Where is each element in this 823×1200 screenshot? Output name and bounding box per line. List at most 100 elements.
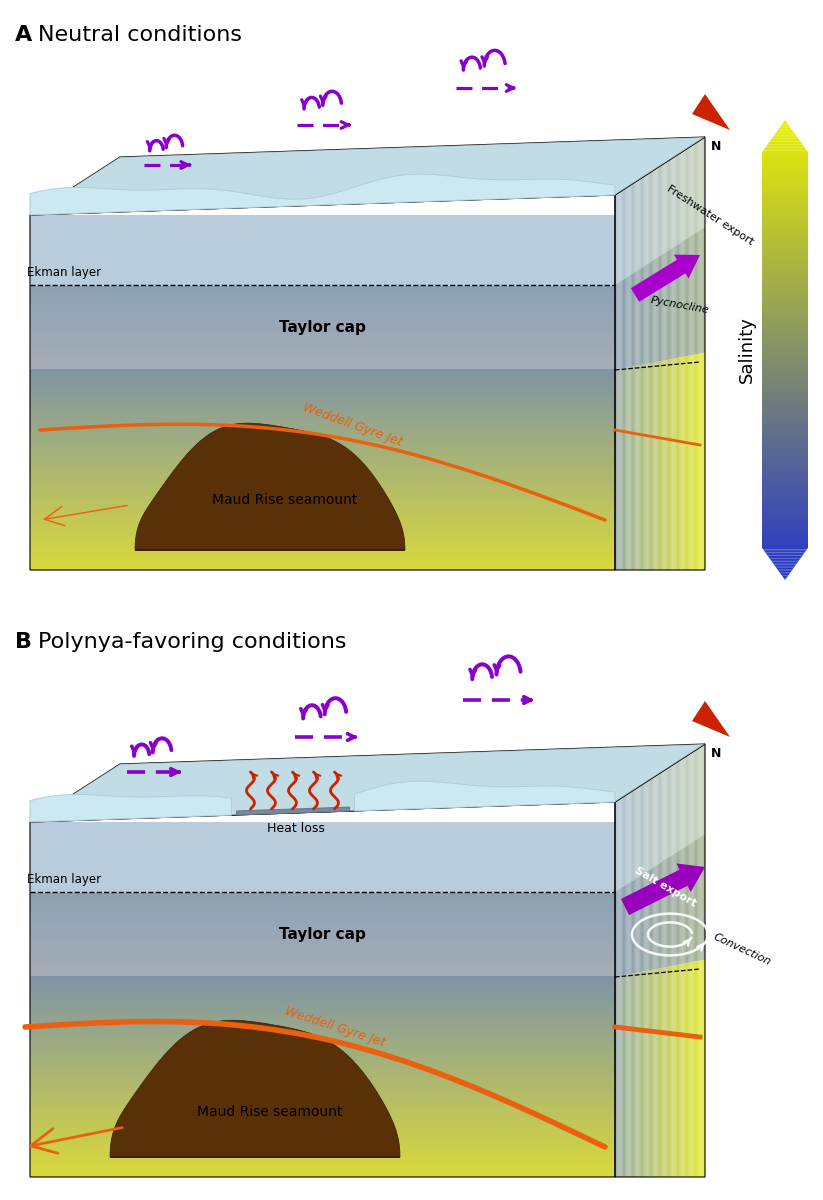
Polygon shape: [623, 797, 624, 887]
Polygon shape: [30, 956, 615, 959]
Polygon shape: [762, 259, 808, 262]
Polygon shape: [649, 971, 650, 1177]
Polygon shape: [630, 274, 632, 367]
Polygon shape: [641, 178, 642, 269]
Polygon shape: [30, 388, 615, 390]
Polygon shape: [700, 960, 702, 1177]
Polygon shape: [771, 138, 799, 140]
Polygon shape: [30, 978, 615, 980]
Polygon shape: [783, 121, 787, 124]
Text: Freshwater export: Freshwater export: [665, 184, 756, 247]
Polygon shape: [30, 1082, 615, 1085]
Polygon shape: [762, 307, 808, 308]
Polygon shape: [762, 433, 808, 434]
Polygon shape: [635, 181, 636, 272]
Polygon shape: [762, 492, 808, 494]
Polygon shape: [688, 148, 689, 238]
Polygon shape: [30, 827, 615, 829]
Polygon shape: [762, 373, 808, 374]
Polygon shape: [644, 175, 645, 266]
Polygon shape: [762, 418, 808, 419]
Polygon shape: [623, 886, 624, 976]
Polygon shape: [672, 854, 673, 966]
Polygon shape: [630, 254, 700, 302]
Polygon shape: [686, 846, 687, 964]
Polygon shape: [762, 187, 808, 188]
Polygon shape: [621, 976, 623, 1177]
Polygon shape: [782, 575, 788, 577]
Polygon shape: [762, 224, 808, 226]
Polygon shape: [30, 929, 615, 931]
Polygon shape: [762, 442, 808, 444]
Polygon shape: [698, 748, 700, 839]
Polygon shape: [762, 324, 808, 325]
Polygon shape: [30, 866, 615, 869]
Polygon shape: [30, 1121, 615, 1122]
Polygon shape: [30, 371, 615, 373]
Polygon shape: [645, 971, 647, 1177]
Polygon shape: [30, 490, 615, 492]
Polygon shape: [762, 247, 808, 248]
Polygon shape: [30, 874, 615, 876]
Polygon shape: [675, 246, 676, 359]
Polygon shape: [762, 517, 808, 518]
Polygon shape: [695, 961, 696, 1177]
Polygon shape: [681, 151, 682, 242]
Polygon shape: [762, 310, 808, 312]
Polygon shape: [30, 236, 615, 239]
Text: Taylor cap: Taylor cap: [279, 320, 366, 335]
Polygon shape: [30, 239, 615, 241]
Polygon shape: [693, 751, 694, 842]
Polygon shape: [676, 155, 677, 246]
Polygon shape: [30, 829, 615, 832]
Polygon shape: [635, 271, 636, 366]
Polygon shape: [30, 990, 615, 992]
Polygon shape: [762, 353, 808, 355]
Polygon shape: [30, 900, 615, 902]
Polygon shape: [768, 143, 802, 144]
Polygon shape: [762, 258, 808, 259]
Polygon shape: [666, 360, 667, 570]
Polygon shape: [762, 223, 808, 224]
Polygon shape: [30, 137, 705, 215]
Polygon shape: [626, 794, 627, 884]
Polygon shape: [762, 208, 808, 209]
Polygon shape: [666, 967, 667, 1177]
Polygon shape: [625, 368, 626, 570]
Polygon shape: [700, 746, 702, 836]
Text: Heat loss: Heat loss: [267, 822, 324, 835]
Polygon shape: [762, 494, 808, 496]
Polygon shape: [762, 378, 808, 379]
Polygon shape: [762, 293, 808, 295]
Polygon shape: [771, 560, 799, 562]
Polygon shape: [702, 960, 703, 1177]
Polygon shape: [762, 486, 808, 488]
Polygon shape: [762, 238, 808, 240]
Polygon shape: [642, 176, 643, 268]
Polygon shape: [762, 331, 808, 334]
Polygon shape: [30, 288, 615, 290]
Polygon shape: [663, 770, 664, 860]
Polygon shape: [651, 970, 652, 1177]
Polygon shape: [30, 215, 615, 217]
Polygon shape: [779, 126, 790, 127]
Polygon shape: [624, 796, 625, 886]
Polygon shape: [652, 778, 653, 868]
Polygon shape: [30, 1114, 615, 1116]
Polygon shape: [668, 966, 669, 1177]
Polygon shape: [30, 1092, 615, 1094]
Polygon shape: [679, 760, 681, 851]
Polygon shape: [762, 234, 808, 235]
Polygon shape: [762, 374, 808, 376]
Polygon shape: [664, 252, 666, 360]
Polygon shape: [762, 500, 808, 502]
Polygon shape: [30, 980, 615, 983]
Polygon shape: [692, 94, 730, 130]
Polygon shape: [762, 151, 808, 152]
Polygon shape: [762, 480, 808, 482]
Polygon shape: [762, 245, 808, 246]
Polygon shape: [762, 545, 808, 546]
Polygon shape: [679, 850, 681, 965]
Polygon shape: [643, 176, 644, 266]
Polygon shape: [135, 424, 405, 550]
